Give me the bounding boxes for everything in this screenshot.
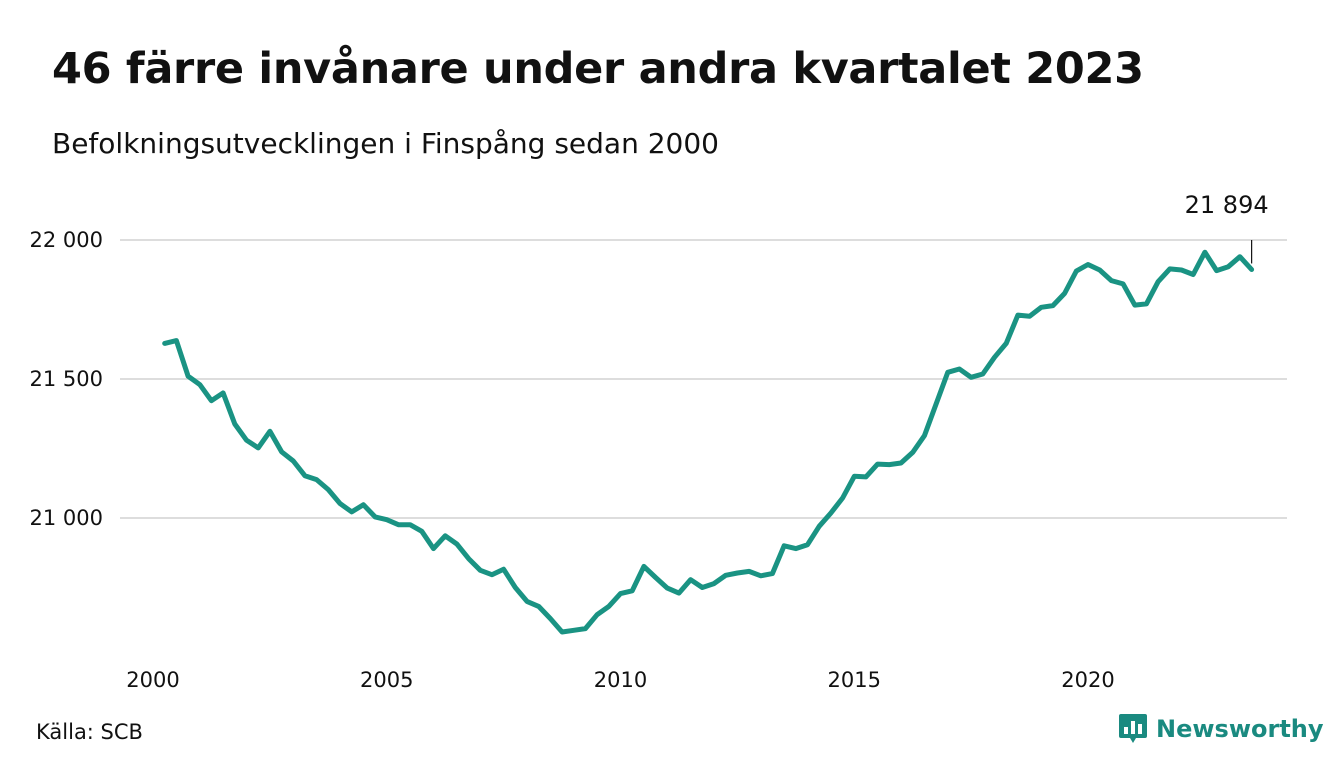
brand-name: Newsworthy [1156,715,1324,743]
x-tick-label: 2010 [594,668,647,692]
x-tick-label: 2000 [126,668,179,692]
series-layer [162,249,1255,635]
last-value-annotation: 21 894 [1185,191,1269,264]
last-value-label: 21 894 [1185,191,1269,219]
y-tick-label: 21 500 [30,367,103,391]
y-tick-label: 22 000 [30,228,103,252]
chart-subtitle: Befolkningsutvecklingen i Finspång sedan… [52,127,719,160]
chart-title: 46 färre invånare under andra kvartalet … [52,44,1144,94]
x-tick-label: 2005 [360,668,413,692]
newsworthy-logo-icon [1119,714,1147,743]
brand-logo: Newsworthy [1118,712,1324,746]
population-line [162,249,1255,635]
source-note: Källa: SCB [36,720,143,744]
x-axis: 2000 2005 2010 2015 2020 [126,668,1114,692]
y-axis: 21 000 21 500 22 000 [30,228,103,530]
x-tick-label: 2015 [828,668,881,692]
y-tick-label: 21 000 [30,506,103,530]
grid-lines [120,239,1287,519]
x-tick-label: 2020 [1061,668,1114,692]
